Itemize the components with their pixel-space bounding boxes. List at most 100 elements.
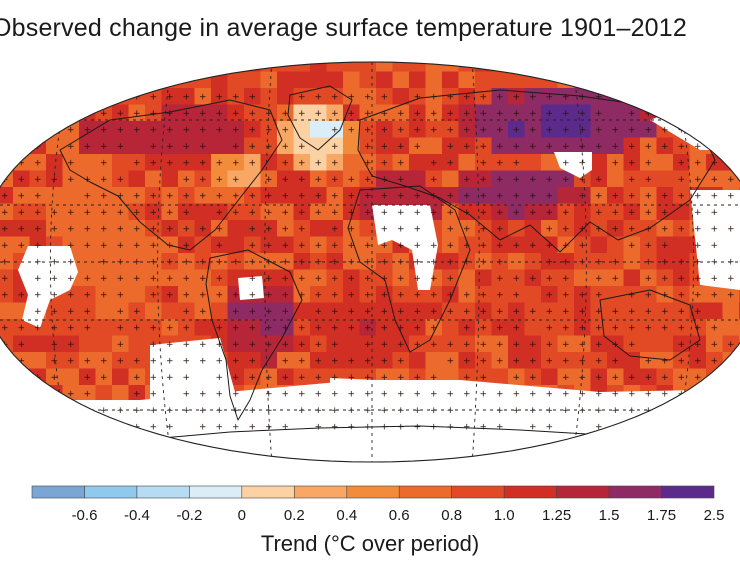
trend-cell (326, 269, 344, 287)
trend-cell (425, 302, 443, 320)
trend-cell (722, 286, 740, 304)
trend-cell (557, 203, 575, 221)
trend-cell (376, 335, 394, 353)
colorbar-tick-label: -0.4 (124, 507, 150, 524)
trend-cell (260, 154, 278, 172)
trend-cell (46, 220, 64, 238)
trend-cell (409, 154, 427, 172)
trend-cell (425, 137, 443, 155)
trend-cell (722, 319, 740, 337)
trend-cell (508, 269, 526, 287)
trend-cell (112, 236, 130, 254)
trend-cell (574, 319, 592, 337)
trend-cell (475, 319, 493, 337)
trend-cell (557, 187, 575, 205)
trend-cell (376, 187, 394, 205)
trend-cell (227, 121, 245, 139)
trend-cell (590, 286, 608, 304)
trend-cell (607, 170, 625, 188)
trend-cell (442, 154, 460, 172)
trend-cell (277, 71, 295, 89)
trend-cell (293, 236, 311, 254)
trend-cell (541, 104, 559, 122)
trend-cell (491, 88, 509, 106)
trend-cell (310, 319, 328, 337)
trend-cell (277, 187, 295, 205)
trend-cell (326, 187, 344, 205)
trend-cell (425, 170, 443, 188)
trend-cell (62, 335, 80, 353)
trend-cell (607, 253, 625, 271)
trend-cell (260, 236, 278, 254)
colorbar-bin (136, 485, 190, 499)
trend-cell (326, 62, 344, 73)
trend-cell (656, 286, 674, 304)
trend-cell (491, 170, 509, 188)
trend-cell (161, 302, 179, 320)
trend-cell (673, 203, 691, 221)
trend-cell (491, 220, 509, 238)
trend-cell (194, 302, 212, 320)
trend-cell (211, 154, 229, 172)
trend-cell (277, 121, 295, 139)
colorbar-tick-label: 2.5 (704, 507, 725, 524)
trend-cell (95, 269, 113, 287)
trend-cell (343, 335, 361, 353)
trend-cell (112, 137, 130, 155)
trend-cell (673, 236, 691, 254)
trend-cell (145, 137, 163, 155)
trend-cell (79, 319, 97, 337)
trend-cell (112, 286, 130, 304)
trend-cell (392, 302, 410, 320)
trend-cell (524, 335, 542, 353)
trend-cell (79, 137, 97, 155)
trend-cell (590, 253, 608, 271)
colorbar-tick-label: 1.5 (599, 507, 620, 524)
trend-cell (79, 269, 97, 287)
trend-cell (359, 104, 377, 122)
trend-cell (277, 170, 295, 188)
trend-cell (376, 88, 394, 106)
trend-cell (706, 170, 724, 188)
trend-cell (244, 170, 262, 188)
trend-cell (524, 170, 542, 188)
trend-cell (508, 121, 526, 139)
trend-cell (656, 220, 674, 238)
trend-cell (293, 170, 311, 188)
trend-cell (673, 170, 691, 188)
colorbar-bin (398, 485, 453, 499)
trend-cell (128, 253, 146, 271)
trend-cell (442, 104, 460, 122)
trend-cell (194, 88, 212, 106)
trend-cell (574, 269, 592, 287)
trend-cell (376, 319, 394, 337)
trend-cell (95, 286, 113, 304)
trend-cell (706, 319, 724, 337)
trend-cell (590, 335, 608, 353)
trend-cell (211, 319, 229, 337)
trend-cell (640, 187, 658, 205)
trend-cell (458, 220, 476, 238)
trend-cell (376, 269, 394, 287)
trend-cell (574, 335, 592, 353)
trend-cell (260, 319, 278, 337)
trend-cell (475, 187, 493, 205)
trend-cell (607, 121, 625, 139)
trend-cell (607, 286, 625, 304)
trend-cell (409, 62, 427, 73)
trend-cell (194, 154, 212, 172)
trend-cell (475, 71, 493, 89)
trend-cell (376, 154, 394, 172)
trend-cell (62, 220, 80, 238)
trend-cell (557, 170, 575, 188)
trend-cell (541, 220, 559, 238)
trend-cell (310, 154, 328, 172)
trend-cell (343, 71, 361, 89)
trend-cell (392, 104, 410, 122)
trend-cell (128, 203, 146, 221)
trend-cell (128, 286, 146, 304)
colorbar-label: Trend (°C over period) (260, 531, 480, 556)
trend-cell (79, 236, 97, 254)
trend-cell (79, 253, 97, 271)
trend-cell (607, 236, 625, 254)
